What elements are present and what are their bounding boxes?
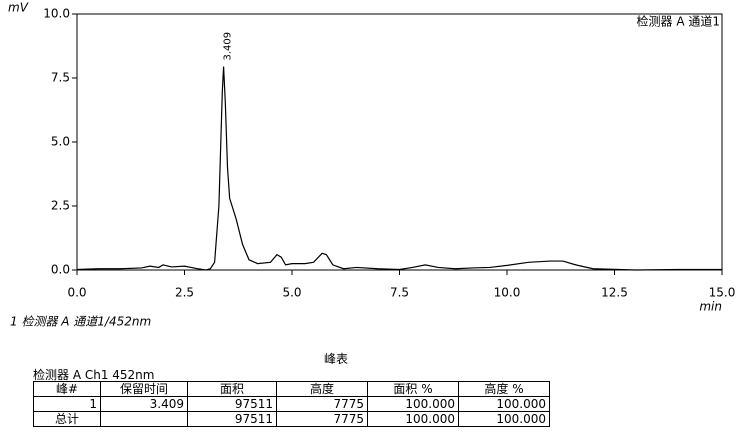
header-row: 峰# 保留时间 面积 高度 面积 % 高度 % xyxy=(33,381,550,397)
table-cell: 100.000 xyxy=(367,411,459,427)
y-tick-label: 10.0 xyxy=(43,7,70,21)
table-cell: 7775 xyxy=(276,411,368,427)
column-header: 高度 xyxy=(276,381,368,397)
detector-label: 检测器 A 通道1 xyxy=(637,14,720,29)
table-cell: 3.409 xyxy=(100,396,188,412)
column-header: 高度 % xyxy=(458,381,550,397)
table-row: 1 3.409 97511 7775 100.000 100.000 xyxy=(33,396,550,412)
x-tick-label: 5.0 xyxy=(282,286,301,300)
table-cell: 1 xyxy=(33,396,101,412)
peak-table: 峰# 保留时间 面积 高度 面积 % 高度 % 1 3.409 97511 7775 100.000… xyxy=(33,381,550,427)
column-header: 峰# xyxy=(33,381,101,397)
table-cell: 97511 xyxy=(187,411,277,427)
x-tick-label: 15.0 xyxy=(709,286,736,300)
table-cell: 100.000 xyxy=(367,396,459,412)
legend-entry: 1 检测器 A 通道1/452nm xyxy=(10,315,151,329)
column-header: 面积 xyxy=(187,381,277,397)
chart: mV min 检测器 A 通道1 1 检测器 A 通道1/452nm 0.0 2.… xyxy=(8,1,736,329)
table-subtitle: 检测器 A Ch1 452nm xyxy=(33,368,155,382)
y-tick-label: 0.0 xyxy=(51,263,70,277)
table-cell: 100.000 xyxy=(458,396,550,412)
table-cell: 97511 xyxy=(187,396,277,412)
x-tick-label: 10.0 xyxy=(494,286,521,300)
peak-label: 3.409 xyxy=(223,32,234,61)
x-tick-label: 0.0 xyxy=(67,286,86,300)
column-header: 保留时间 xyxy=(100,381,188,397)
y-tick-label: 5.0 xyxy=(51,135,70,149)
x-tick-label: 2.5 xyxy=(175,286,194,300)
y-axis-label: mV xyxy=(8,1,29,15)
x-tick-label: 7.5 xyxy=(390,286,409,300)
x-tick-label: 12.5 xyxy=(601,286,628,300)
table-cell: 总计 xyxy=(33,411,101,427)
table-cell: 7775 xyxy=(276,396,368,412)
table-row: 总计 97511 7775 100.000 100.000 xyxy=(33,411,550,427)
trace xyxy=(76,66,722,271)
table-title: 峰表 xyxy=(323,352,348,366)
y-tick-label: 2.5 xyxy=(51,199,70,213)
column-header: 面积 % xyxy=(367,381,459,397)
y-tick-label: 7.5 xyxy=(51,71,70,85)
plot-frame xyxy=(76,13,723,271)
x-axis-label: min xyxy=(699,300,722,314)
table-cell xyxy=(100,411,188,427)
table-cell: 100.000 xyxy=(458,411,550,427)
